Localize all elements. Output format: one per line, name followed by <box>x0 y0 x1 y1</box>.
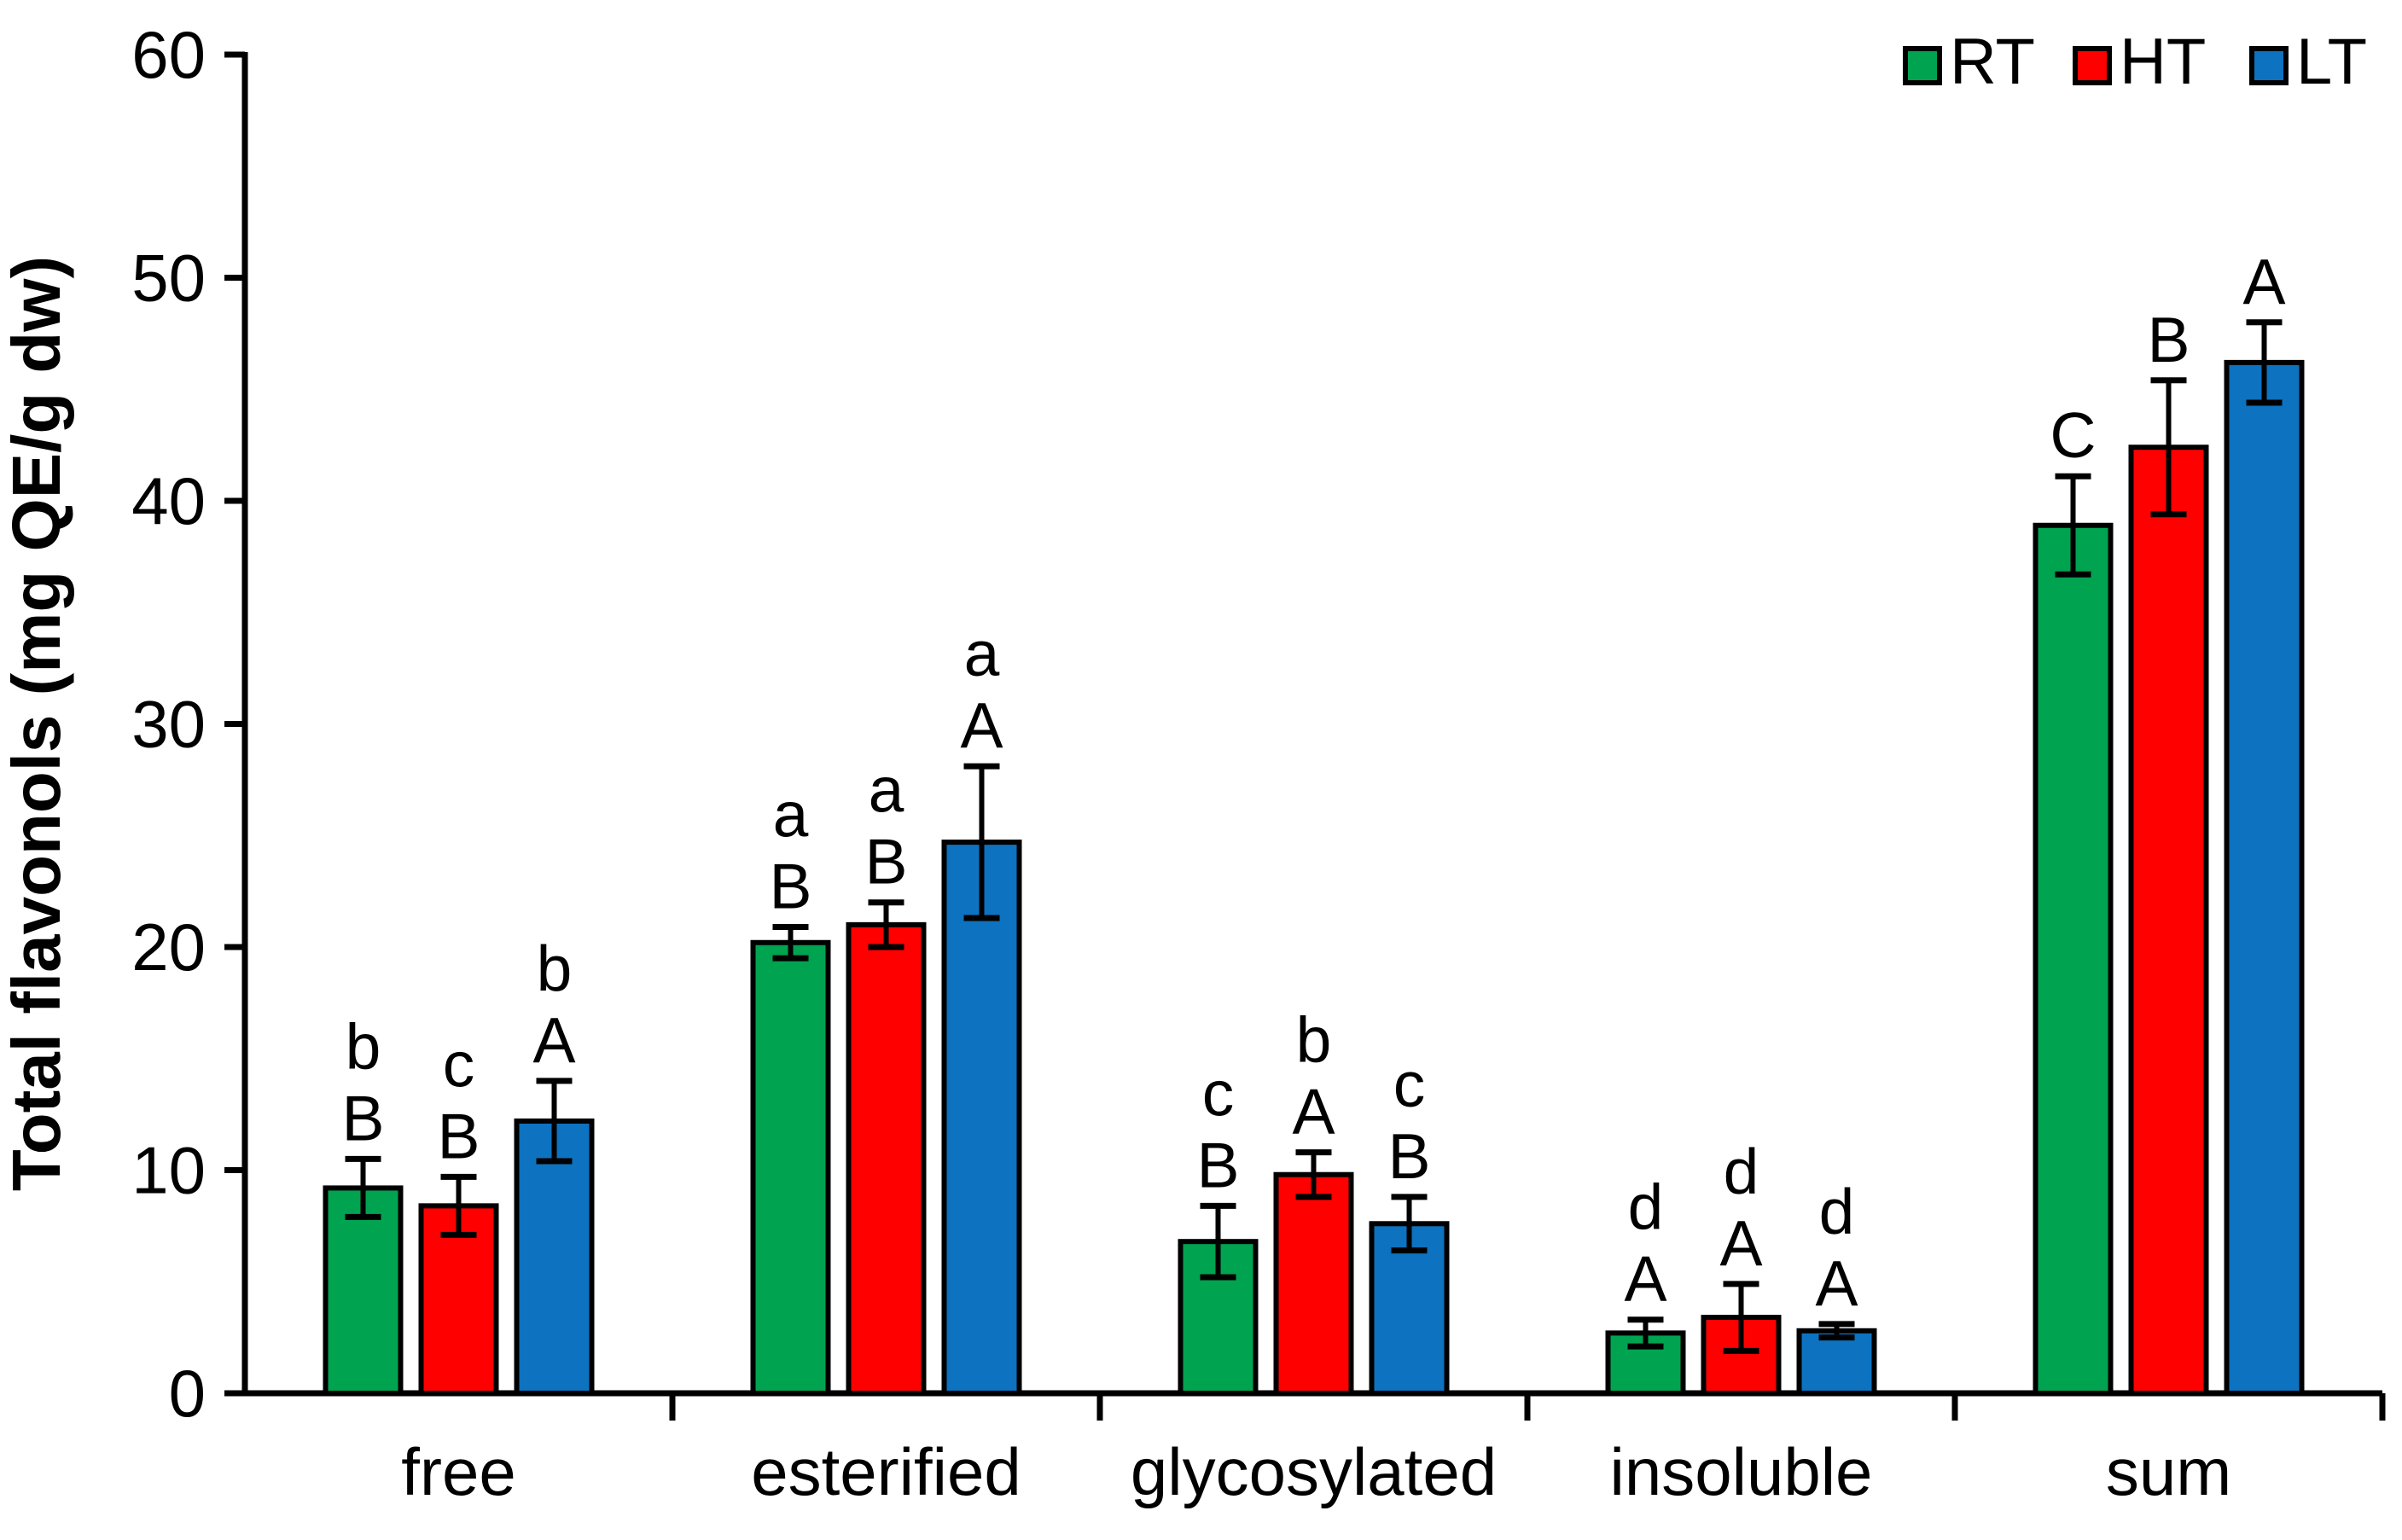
sig-letter-HT-esterified: B <box>864 826 907 898</box>
y-tick-label: 30 <box>131 687 206 762</box>
sig-letter-HT-insoluble: d <box>1724 1136 1759 1207</box>
legend-label-HT: HT <box>2120 26 2206 98</box>
y-tick-label: 60 <box>131 17 206 92</box>
sig-letter-RT-sum: C <box>2050 399 2096 471</box>
y-tick-label: 20 <box>131 909 206 985</box>
sig-letter-LT-glycosylated: c <box>1393 1049 1426 1120</box>
y-tick-label: 0 <box>169 1356 206 1431</box>
sig-letter-HT-glycosylated: A <box>1292 1076 1335 1148</box>
sig-letter-RT-free: B <box>341 1082 384 1154</box>
y-tick-label: 50 <box>131 241 206 316</box>
legend-label-RT: RT <box>1950 26 2035 98</box>
category-label: esterified <box>751 1434 1021 1509</box>
sig-letter-HT-sum: B <box>2147 304 2190 375</box>
bar-LT-free <box>514 1118 595 1396</box>
bar-HT-glycosylated <box>1273 1171 1354 1396</box>
y-axis-title: Total flavonols (mg QE/g dw) <box>0 256 74 1191</box>
sig-letter-HT-free: B <box>437 1100 480 1171</box>
bar-RT-free <box>323 1185 404 1397</box>
sig-letter-HT-free: c <box>443 1028 475 1100</box>
sig-letter-RT-insoluble: d <box>1628 1171 1664 1243</box>
category-label: glycosylated <box>1131 1434 1497 1509</box>
legend-swatch-RT <box>1903 46 1942 85</box>
sig-letter-LT-insoluble: d <box>1819 1176 1855 1247</box>
bar-RT-sum <box>2033 522 2114 1396</box>
sig-letter-LT-glycosylated: B <box>1387 1120 1430 1192</box>
sig-letter-LT-free: A <box>532 1004 575 1076</box>
sig-letter-RT-esterified: a <box>773 778 809 850</box>
bar-LT-sum <box>2224 359 2305 1396</box>
sig-letter-RT-insoluble: A <box>1624 1243 1666 1315</box>
legend-label-LT: LT <box>2296 26 2367 98</box>
sig-letter-RT-free: b <box>346 1010 381 1082</box>
sig-letter-HT-insoluble: A <box>1719 1207 1762 1279</box>
bar-LT-esterified <box>941 840 1022 1396</box>
sig-letter-LT-free: b <box>537 933 573 1004</box>
sig-letter-LT-esterified: A <box>960 689 1003 761</box>
sig-letter-HT-glycosylated: b <box>1296 1004 1332 1076</box>
category-label: sum <box>2106 1434 2231 1509</box>
legend-swatch-LT <box>2249 46 2289 85</box>
y-tick-label: 40 <box>131 463 206 538</box>
sig-letter-LT-esterified: a <box>964 618 1000 689</box>
sig-letter-LT-insoluble: A <box>1815 1247 1858 1319</box>
bar-HT-sum <box>2128 445 2209 1396</box>
sig-letter-LT-sum: A <box>2242 246 2285 317</box>
y-tick-label: 10 <box>131 1133 206 1208</box>
category-label: free <box>401 1434 515 1509</box>
sig-letter-RT-glycosylated: B <box>1196 1129 1239 1200</box>
bar-LT-insoluble <box>1796 1328 1877 1397</box>
bar-RT-esterified <box>750 939 831 1396</box>
category-label: insoluble <box>1610 1434 1873 1509</box>
legend-swatch-HT <box>2073 46 2112 85</box>
bar-HT-esterified <box>846 921 927 1396</box>
sig-letter-RT-esterified: B <box>769 850 811 921</box>
sig-letter-RT-glycosylated: c <box>1202 1057 1235 1129</box>
sig-letter-HT-esterified: a <box>869 754 904 826</box>
